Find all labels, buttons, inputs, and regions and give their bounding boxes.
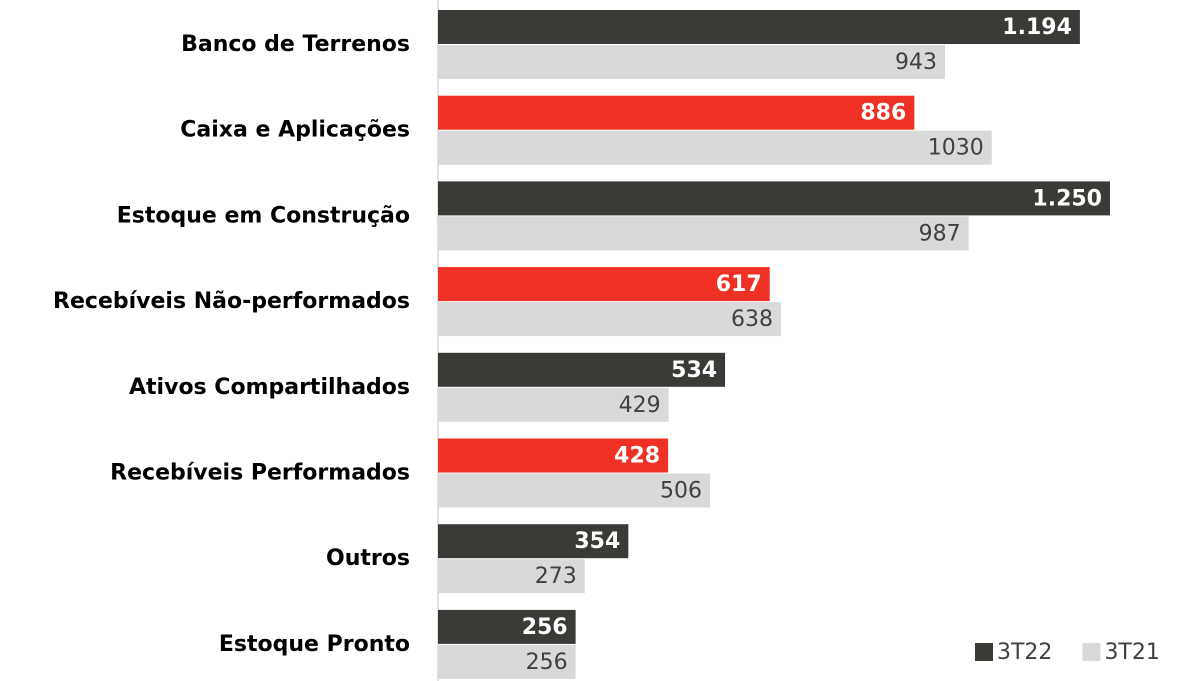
bar [438,130,992,165]
value-label: 256 [522,615,568,640]
value-label: 886 [860,101,906,126]
value-label: 429 [619,393,661,418]
bar [438,438,669,473]
bar [438,181,1110,216]
value-label: 354 [574,529,620,554]
value-label: 638 [731,307,773,332]
legend-swatch [975,643,993,661]
legend-swatch [1082,643,1101,661]
bar [438,302,781,337]
bar [438,45,945,79]
bar [438,609,576,644]
bar [438,95,915,130]
category-label: Banco de Terrenos [181,32,410,57]
bar [438,524,629,559]
bar [438,352,726,387]
bar [438,267,770,302]
value-label: 428 [614,444,660,469]
value-label: 1.194 [1002,15,1072,40]
category-label: Outros [326,546,410,571]
bar [438,559,585,594]
bar [438,216,969,251]
category-label: Recebíveis Performados [110,461,410,486]
legend-label: 3T21 [1104,640,1159,665]
value-label: 1.250 [1032,186,1102,211]
category-label: Estoque Pronto [219,632,410,657]
category-label: Ativos Compartilhados [129,375,410,400]
bar [438,10,1080,44]
bar [438,644,576,679]
value-label: 506 [660,479,702,504]
category-label: Caixa e Aplicações [180,118,410,143]
category-label: Estoque em Construção [117,203,410,228]
bar [438,473,711,508]
value-label: 943 [895,50,937,75]
value-label: 617 [716,272,762,297]
value-label: 256 [526,650,568,675]
value-label: 987 [919,221,961,246]
value-label: 534 [671,358,717,383]
value-label: 273 [535,564,577,589]
bar [438,387,669,422]
value-label: 1030 [928,136,984,161]
category-label: Recebíveis Não-performados [53,289,410,314]
legend-label: 3T22 [997,640,1052,665]
